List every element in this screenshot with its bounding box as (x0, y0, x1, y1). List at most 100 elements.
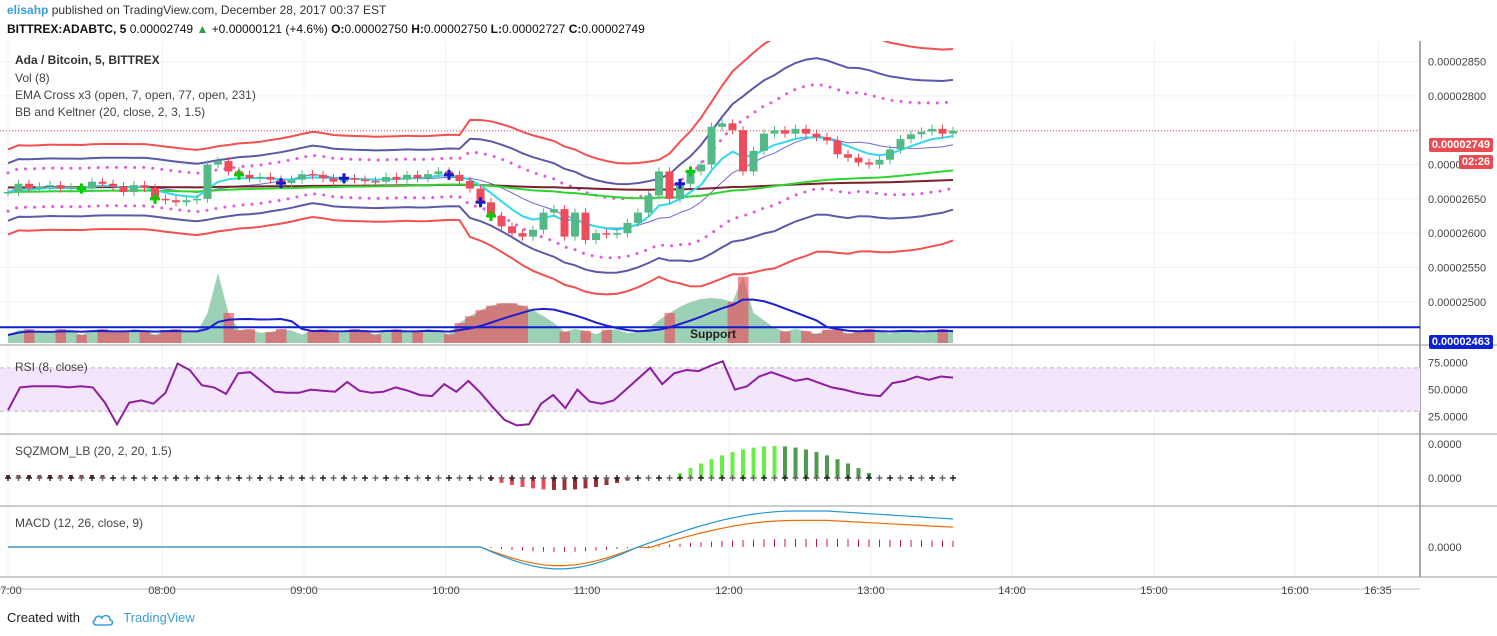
chart-canvas[interactable]: Support 07:00 08:00 09:00 10:00 11:00 12:00 13… (0, 19, 1497, 602)
volume-bar-down (171, 329, 182, 343)
candle-body (823, 137, 831, 141)
volume-bar-down (244, 329, 255, 343)
support-label: Support (690, 327, 736, 341)
time-tick: 16:35 (1364, 585, 1392, 597)
tradingview-brand[interactable]: TradingView (123, 610, 195, 625)
squeeze-dot (162, 475, 169, 481)
volume-bar-down (150, 334, 161, 343)
squeeze-dot (467, 475, 473, 481)
candle-body (476, 188, 485, 203)
candle-body (613, 233, 621, 235)
candle-body (928, 128, 936, 132)
candle-body (686, 171, 695, 184)
rsi-legend[interactable]: RSI (8, close) (15, 360, 88, 374)
squeeze-dot (750, 475, 757, 481)
volume-bar-down (160, 330, 171, 343)
rsi-band-fill (0, 367, 1420, 412)
time-tick: 10:00 (432, 585, 460, 597)
candle-body (802, 128, 810, 134)
chart-area[interactable]: Support 07:00 08:00 09:00 10:00 11:00 12:00 13… (0, 19, 1497, 602)
volume-bar-down (811, 333, 822, 343)
ema-legend[interactable]: EMA Cross x3 (open, 7, open, 77, open, 2… (15, 88, 256, 102)
momentum-bar (783, 446, 787, 478)
time-tick: 16:00 (1281, 585, 1309, 597)
candle-body (119, 186, 128, 192)
price-tick: 0.00002550 (1428, 263, 1486, 275)
squeeze-dot (5, 475, 11, 481)
squeeze-dot (792, 475, 799, 481)
momentum-bar (793, 447, 798, 478)
volume-bar-down (780, 331, 791, 343)
close-value: 0.00002749 (581, 22, 645, 36)
candle-body (46, 185, 54, 187)
cross-marker (339, 173, 349, 184)
volume-bar-down (864, 329, 875, 343)
open-value: 0.00002750 (344, 22, 408, 36)
squeeze-dot (603, 475, 610, 481)
vol-legend[interactable]: Vol (8) (15, 71, 50, 85)
squeeze-dot (540, 475, 547, 481)
momentum-bar (751, 447, 756, 478)
bb-legend[interactable]: BB and Keltner (20, close, 2, 3, 1.5) (15, 105, 206, 119)
candle-body (392, 176, 401, 180)
squeeze-dot (876, 475, 883, 481)
time-tick: 13:00 (857, 585, 885, 597)
squeeze-dot (393, 475, 400, 481)
volume-bar-down (265, 332, 276, 343)
squeeze-dot (593, 475, 599, 481)
candle-body (728, 123, 737, 131)
momentum-bar (825, 455, 829, 478)
symbol: BITTREX:ADABTC, 5 (7, 22, 127, 36)
momentum-bar (541, 478, 546, 490)
volume-bar-down (24, 329, 35, 343)
volume-bar-down (108, 332, 119, 343)
volume-bar-down (580, 330, 591, 343)
cross-marker (76, 183, 87, 194)
squeeze-dot (320, 475, 326, 481)
candle-body (497, 216, 506, 227)
volume-bar-down (465, 316, 476, 343)
squeeze-dot (740, 475, 746, 481)
candle-body (266, 176, 275, 180)
price-tick: 0.00002850 (1428, 57, 1486, 69)
momentum-bar (583, 478, 588, 489)
squeeze-dot (330, 475, 337, 481)
symbol-line: BITTREX:ADABTC, 5 0.00002749 ▲ +0.000001… (7, 22, 645, 36)
squeeze-dot (110, 475, 116, 481)
candle-body (833, 140, 842, 155)
squeeze-dot (771, 475, 778, 481)
volume-bar-down (276, 329, 287, 343)
momentum-bar (573, 478, 577, 490)
candle-body (403, 174, 411, 180)
squeeze-dot (89, 475, 95, 481)
volume-bar-down (318, 329, 329, 343)
price-change: +0.00000121 (+4.6%) (211, 22, 328, 36)
close-label: C: (568, 22, 582, 36)
volume-bar-down (507, 303, 518, 343)
squeeze-dot (624, 475, 631, 481)
candle-body (655, 171, 663, 196)
squeeze-dot (866, 475, 872, 481)
candle-body (382, 176, 390, 182)
volume-bar-down (517, 305, 528, 343)
candle-body (697, 164, 705, 172)
candle-body (466, 181, 474, 189)
squeeze-dot (152, 475, 158, 481)
candle-body (193, 198, 201, 201)
squeeze-dot (383, 475, 389, 481)
candle-body (770, 130, 779, 134)
keltner-lower (7, 202, 954, 274)
squeeze-dot (57, 475, 64, 481)
momentum-bar (562, 478, 567, 490)
author-name[interactable]: elisahp (7, 3, 49, 17)
cross-marker (150, 193, 160, 204)
candle-body (214, 161, 222, 165)
squeeze-dot (824, 475, 830, 481)
squeeze-dot (803, 475, 809, 481)
sqz-legend[interactable]: SQZMOM_LB (20, 2, 20, 1.5) (15, 444, 172, 458)
candle-body (413, 174, 422, 179)
candle-body (623, 222, 632, 234)
candle-body (172, 200, 180, 203)
low-value: 0.00002727 (501, 22, 566, 36)
macd-legend[interactable]: MACD (12, 26, close, 9) (15, 516, 144, 530)
